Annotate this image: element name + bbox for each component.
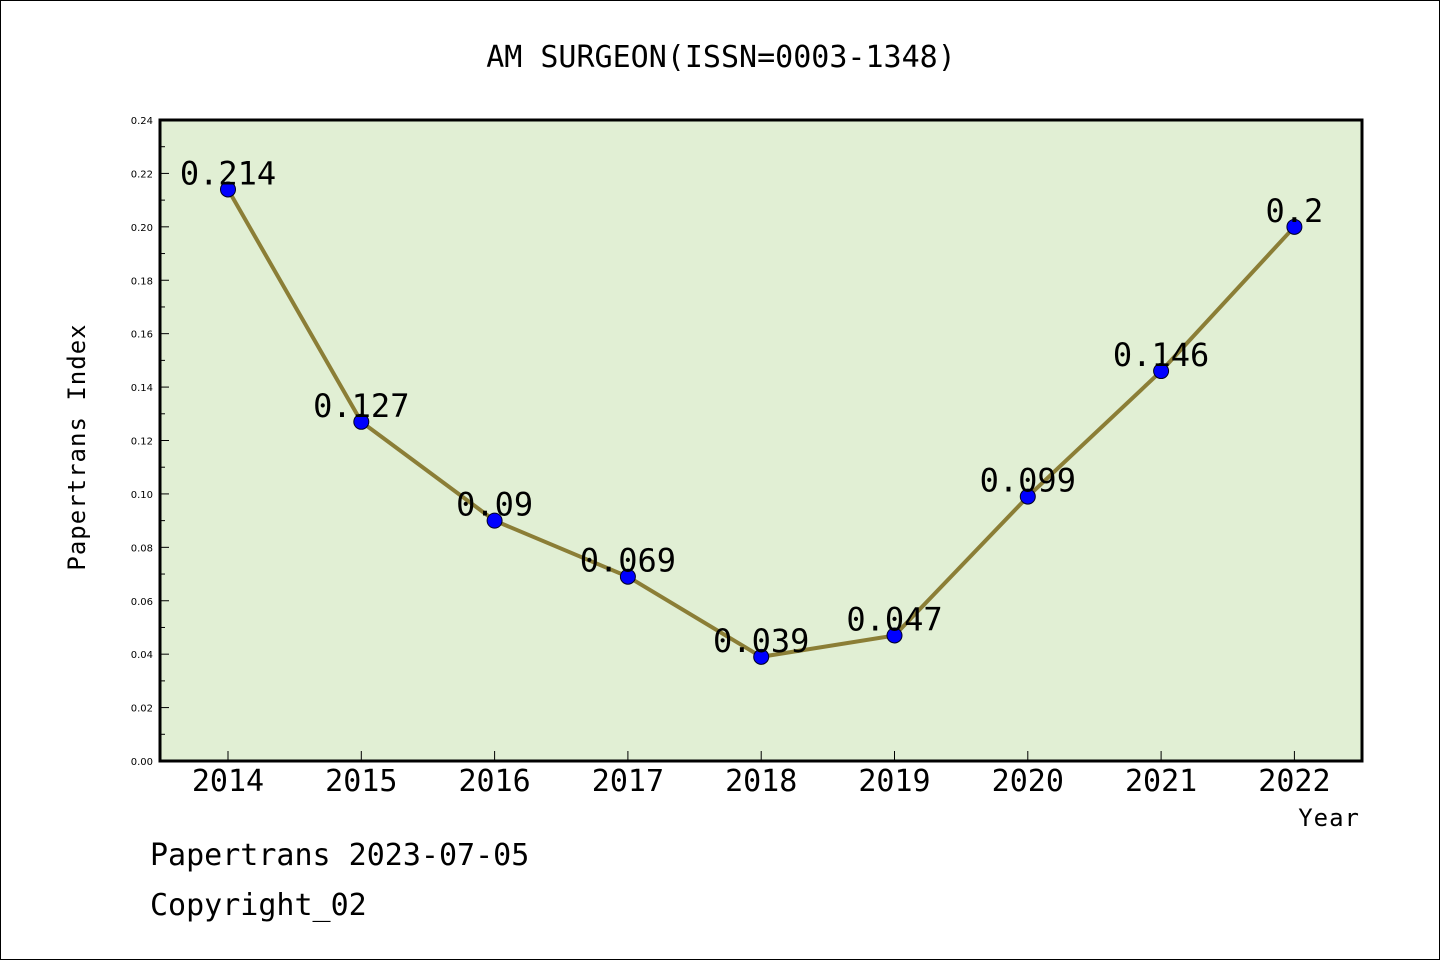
- x-tick-label: 2020: [992, 764, 1064, 799]
- y-tick-label: 0.18: [131, 276, 153, 287]
- y-tick-label: 0.02: [131, 704, 153, 715]
- data-point: [220, 181, 236, 198]
- y-tick-label: 0.14: [131, 383, 153, 394]
- data-point: [353, 413, 370, 430]
- y-axis: 0.00 0.02 0.04 0.06 0.08 0.10 0.12 0.14 0.16 0.18…: [131, 116, 169, 768]
- data-point: [886, 627, 903, 644]
- y-tick-label: 0.08: [131, 543, 153, 554]
- chart-title: AM SURGEON(ISSN=0003-1348): [486, 40, 956, 75]
- y-tick-label: 0.00: [131, 757, 153, 768]
- data-label: 0.09: [456, 486, 533, 524]
- data-point: [753, 648, 770, 665]
- data-point: [1153, 363, 1170, 380]
- data-point: [486, 512, 503, 529]
- y-tick-label: 0.12: [131, 437, 153, 448]
- data-point: [619, 568, 636, 585]
- y-tick-label: 0.20: [131, 223, 153, 234]
- data-label: 0.039: [713, 622, 809, 660]
- x-tick-label: 2018: [725, 764, 797, 799]
- x-tick-label: 2019: [858, 764, 930, 799]
- data-labels: 0.214 0.127 0.09 0.069 0.039 0.047 0.099 0.146 0…: [180, 154, 1323, 659]
- data-label: 0.069: [580, 542, 676, 580]
- y-tick-label: 0.10: [131, 490, 153, 501]
- y-tick-label: 0.24: [131, 116, 153, 127]
- data-label: 0.214: [180, 154, 276, 192]
- x-tick-label: 2014: [192, 764, 264, 799]
- data-label: 0.146: [1113, 336, 1209, 374]
- x-tick-label: 2015: [325, 764, 397, 799]
- footer-date: Papertrans 2023-07-05: [150, 838, 529, 873]
- data-label: 0.127: [313, 387, 409, 425]
- x-tick-label: 2017: [592, 764, 664, 799]
- data-label: 0.2: [1266, 192, 1324, 230]
- footer-copyright: Copyright_02: [150, 888, 367, 923]
- x-tick-label: 2021: [1125, 764, 1197, 799]
- y-axis-label: Papertrans Index: [63, 323, 91, 570]
- y-tick-label: 0.16: [131, 330, 153, 341]
- x-tick-label: 2016: [458, 764, 530, 799]
- data-label: 0.047: [846, 600, 942, 638]
- data-point: [1286, 218, 1303, 235]
- data-label: 0.099: [980, 462, 1076, 500]
- data-point: [1019, 488, 1036, 505]
- y-tick-label: 0.04: [131, 650, 153, 661]
- y-tick-label: 0.06: [131, 597, 153, 608]
- x-tick-label: 2022: [1258, 764, 1330, 799]
- y-tick-label: 0.22: [131, 169, 153, 180]
- x-axis-label: Year: [1298, 804, 1360, 832]
- plot-area: [158, 118, 1364, 763]
- data-markers: [220, 181, 1303, 665]
- x-axis: 2014 2015 2016 2017 2018 2019 2020 2021 2022: [192, 751, 1331, 799]
